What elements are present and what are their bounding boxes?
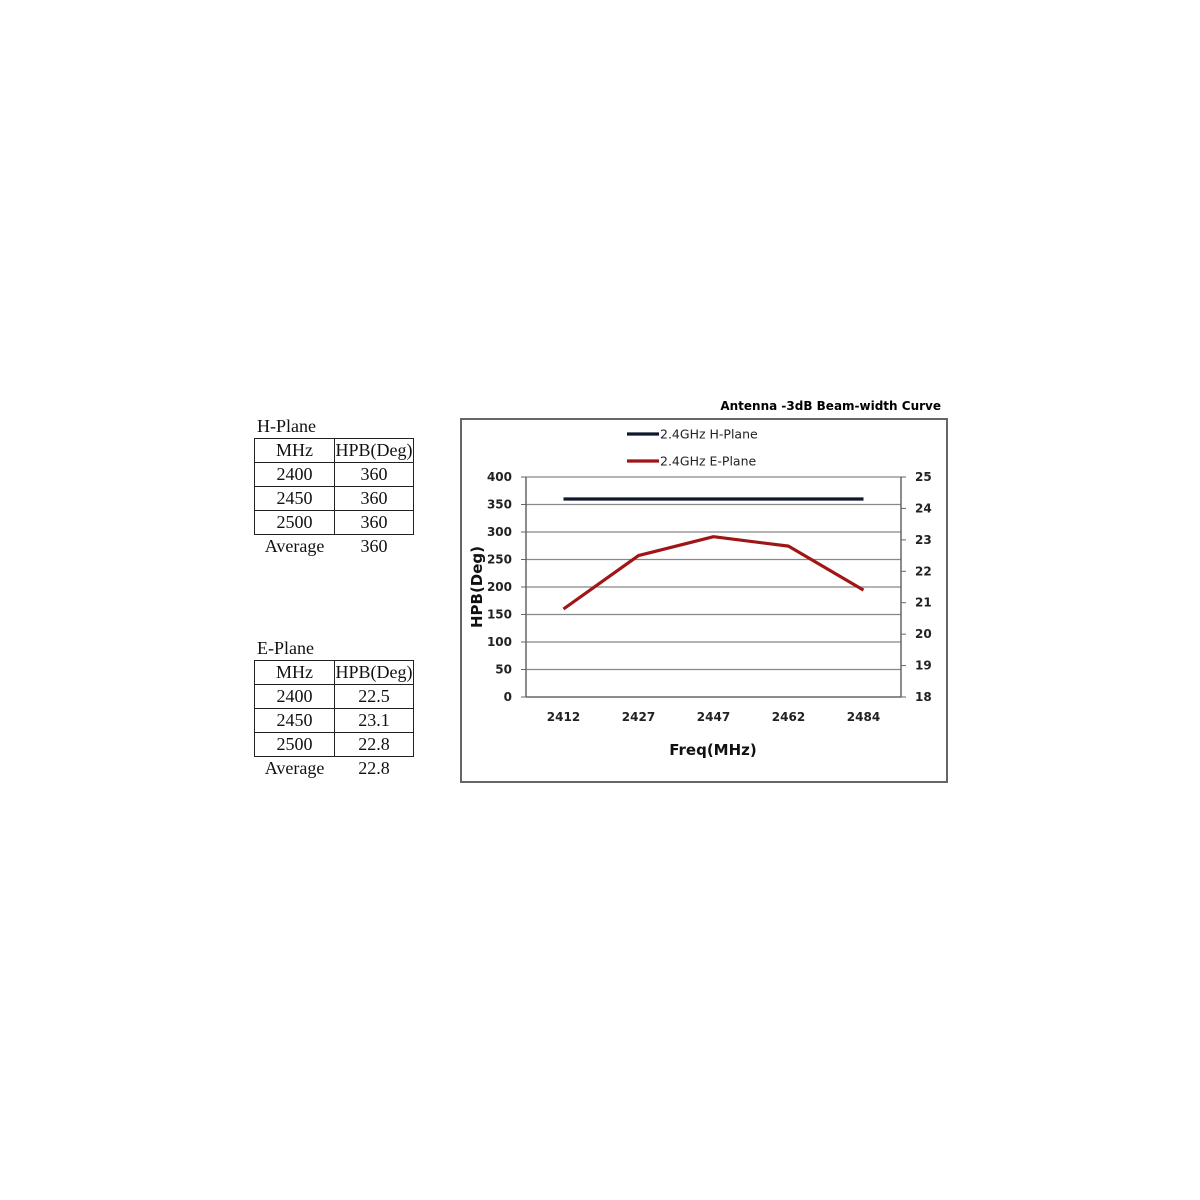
y2-tick-label: 22 bbox=[915, 564, 932, 578]
y2-tick-label: 23 bbox=[915, 533, 932, 547]
average-label: Average bbox=[264, 758, 325, 778]
y-tick-label: 200 bbox=[487, 580, 512, 594]
y-tick-label: 350 bbox=[487, 498, 512, 512]
table-header: MHz bbox=[254, 438, 335, 463]
table-cell: 2500 bbox=[254, 510, 335, 535]
chart-frame bbox=[460, 418, 948, 783]
e-plane-table: MHz HPB(Deg) 2400 22.5 2450 23.1 2500 22.8 A… bbox=[254, 660, 414, 780]
y-tick-label: 150 bbox=[487, 608, 512, 622]
table-row: 2400 22.5 bbox=[254, 684, 414, 709]
x-tick-label: 2484 bbox=[847, 710, 880, 724]
table-cell: 2400 bbox=[254, 684, 335, 709]
x-axis-label: Freq(MHz) bbox=[669, 741, 757, 759]
table-cell: 2450 bbox=[254, 708, 335, 733]
table-cell: 22.5 bbox=[334, 684, 414, 709]
table-cell: 2500 bbox=[254, 732, 335, 757]
y2-tick-label: 19 bbox=[915, 659, 932, 673]
h-plane-table-title: H-Plane bbox=[257, 416, 316, 436]
y2-tick-label: 20 bbox=[915, 627, 932, 641]
table-row: 2450 23.1 bbox=[254, 708, 414, 733]
table-header-row: MHz HPB(Deg) bbox=[254, 660, 414, 685]
y-tick-label: 250 bbox=[487, 553, 512, 567]
y-tick-label: 300 bbox=[487, 525, 512, 539]
x-tick-label: 2462 bbox=[772, 710, 805, 724]
table-row: 2400 360 bbox=[254, 462, 414, 487]
y2-tick-label: 21 bbox=[915, 596, 932, 610]
y-tick-label: 50 bbox=[495, 663, 512, 677]
table-cell: 22.8 bbox=[334, 732, 414, 757]
table-average-row: Average 360 bbox=[255, 535, 414, 559]
x-tick-label: 2412 bbox=[547, 710, 580, 724]
e-plane-table-title: E-Plane bbox=[257, 638, 314, 658]
x-tick-label: 2427 bbox=[622, 710, 655, 724]
average-label: Average bbox=[264, 536, 325, 556]
h-plane-table: MHz HPB(Deg) 2400 360 2450 360 2500 360 Aver… bbox=[254, 438, 414, 558]
table-header: HPB(Deg) bbox=[334, 438, 414, 463]
y-tick-label: 0 bbox=[504, 690, 512, 704]
chart-title: Antenna -3dB Beam-width Curve bbox=[720, 399, 941, 413]
table-header: MHz bbox=[254, 660, 335, 685]
average-value: 360 bbox=[360, 536, 388, 556]
table-cell: 23.1 bbox=[334, 708, 414, 733]
table-row: 2500 360 bbox=[254, 510, 414, 535]
y2-tick-label: 18 bbox=[915, 690, 932, 704]
legend-label: 2.4GHz E-Plane bbox=[660, 454, 757, 469]
table-row: 2500 22.8 bbox=[254, 732, 414, 757]
table-cell: 360 bbox=[334, 510, 414, 535]
y-tick-label: 100 bbox=[487, 635, 512, 649]
legend-label: 2.4GHz H-Plane bbox=[660, 427, 758, 442]
table-header: HPB(Deg) bbox=[334, 660, 414, 685]
average-value: 22.8 bbox=[358, 758, 390, 778]
y2-tick-label: 25 bbox=[915, 470, 932, 484]
table-header-row: MHz HPB(Deg) bbox=[254, 438, 414, 463]
table-cell: 2400 bbox=[254, 462, 335, 487]
table-average-row: Average 22.8 bbox=[255, 757, 414, 781]
table-cell: 360 bbox=[334, 462, 414, 487]
y-tick-label: 400 bbox=[487, 470, 512, 484]
y-axis-label: HPB(Deg) bbox=[468, 546, 486, 628]
x-tick-label: 2447 bbox=[697, 710, 730, 724]
table-row: 2450 360 bbox=[254, 486, 414, 511]
y2-tick-label: 24 bbox=[915, 501, 932, 515]
